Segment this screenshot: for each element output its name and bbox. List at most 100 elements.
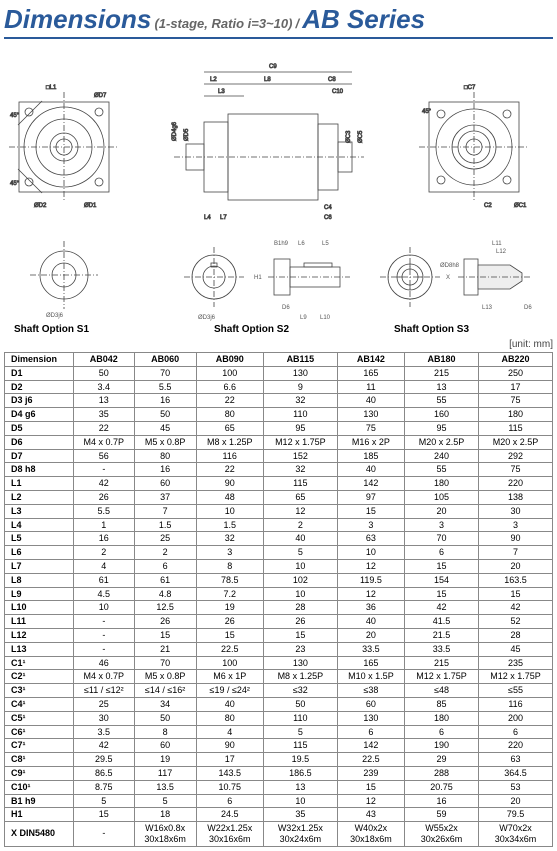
dimension-value-cell: 35: [74, 408, 135, 422]
dimension-value-cell: 63: [479, 753, 553, 767]
dimension-value-cell: ≤11 / ≤12²: [74, 684, 135, 698]
dimension-value-cell: M4 x 0.7P: [74, 435, 135, 449]
table-row: C9¹86.5117143.5186.5239288364.5: [5, 766, 553, 780]
dimension-drawings: □L1 ØD7 45° 45° ØD2 ØD1 C9 L2 L8: [4, 47, 553, 227]
dimension-value-cell: 29.5: [74, 753, 135, 767]
dimension-value-cell: 3.5: [74, 725, 135, 739]
dimension-value-cell: 15: [405, 559, 479, 573]
dimension-value-cell: 130: [263, 366, 337, 380]
dimension-label-cell: L1: [5, 477, 74, 491]
dimension-value-cell: 59: [405, 808, 479, 822]
svg-text:D6: D6: [524, 305, 532, 311]
dimension-value-cell: 70: [134, 366, 196, 380]
svg-text:L4: L4: [204, 215, 211, 221]
svg-text:L9: L9: [300, 315, 307, 321]
shaft-option-s3: L11 L12 ØD8h8 X L13 D6 Shaft Option S3: [374, 235, 554, 335]
dimension-value-cell: 3: [479, 518, 553, 532]
dimension-value-cell: 288: [405, 766, 479, 780]
dimension-value-cell: 6: [337, 725, 404, 739]
dimension-value-cell: 16: [134, 463, 196, 477]
dimension-label-cell: L11: [5, 615, 74, 629]
dimension-value-cell: 8.75: [74, 780, 135, 794]
dimension-value-cell: 18: [134, 808, 196, 822]
svg-text:ØC3: ØC3: [346, 130, 352, 143]
svg-text:C9: C9: [269, 64, 277, 70]
table-row: L13-2122.52333.533.545: [5, 642, 553, 656]
table-row: D15070100130165215250: [5, 366, 553, 380]
table-row: C10¹8.7513.510.75131520.7553: [5, 780, 553, 794]
dimension-value-cell: 46: [74, 656, 135, 670]
dimension-value-cell: 45: [479, 642, 553, 656]
dimension-value-cell: 16: [74, 532, 135, 546]
dimension-value-cell: 90: [196, 477, 263, 491]
dimension-value-cell: 2: [74, 546, 135, 560]
dimension-value-cell: 20: [337, 628, 404, 642]
dimension-value-cell: 5.5: [134, 380, 196, 394]
dimension-value-cell: 55: [405, 394, 479, 408]
svg-text:X: X: [446, 275, 450, 281]
dimension-value-cell: 2: [263, 518, 337, 532]
dimension-value-cell: 240: [405, 449, 479, 463]
dimension-label-cell: D5: [5, 421, 74, 435]
dimension-value-cell: 50: [263, 697, 337, 711]
svg-text:C10: C10: [332, 89, 344, 95]
dimension-label-cell: D6: [5, 435, 74, 449]
dimension-value-cell: 15: [479, 587, 553, 601]
shaft-options-row: ØD3j6 Shaft Option S1 B1h: [4, 235, 553, 335]
dimension-value-cell: -: [74, 822, 135, 847]
dimension-value-cell: 22: [74, 421, 135, 435]
dimension-label-cell: D3 j6: [5, 394, 74, 408]
dimension-label-cell: C8¹: [5, 753, 74, 767]
dimension-value-cell: 5: [263, 546, 337, 560]
table-row: D75680116152185240292: [5, 449, 553, 463]
dimension-value-cell: 32: [263, 394, 337, 408]
dimension-value-cell: 40: [196, 697, 263, 711]
dimension-value-cell: 165: [337, 366, 404, 380]
dimension-value-cell: 12: [337, 559, 404, 573]
svg-text:C2: C2: [484, 203, 492, 209]
svg-text:C4: C4: [324, 205, 332, 211]
dimension-value-cell: ≤48: [405, 684, 479, 698]
dimension-value-cell: 78.5: [196, 573, 263, 587]
dimension-table: DimensionAB042AB060AB090AB115AB142AB180A…: [4, 352, 553, 847]
table-row: D5224565957595115: [5, 421, 553, 435]
dimension-value-cell: 95: [263, 421, 337, 435]
table-row: C8¹29.5191719.522.52963: [5, 753, 553, 767]
dimension-value-cell: 12: [263, 504, 337, 518]
dimension-value-cell: 6: [405, 725, 479, 739]
dimension-value-cell: 65: [263, 490, 337, 504]
dimension-value-cell: 40: [337, 394, 404, 408]
dimension-value-cell: 61: [74, 573, 135, 587]
dimension-value-cell: 55: [405, 463, 479, 477]
dimension-value-cell: 22: [196, 394, 263, 408]
table-row: C1¹4670100130165215235: [5, 656, 553, 670]
dimension-value-cell: 3: [405, 518, 479, 532]
dimension-value-cell: 5.5: [74, 504, 135, 518]
dimension-value-cell: 6: [405, 546, 479, 560]
dimension-label-cell: C6¹: [5, 725, 74, 739]
dimension-value-cell: 15: [263, 628, 337, 642]
table-row: C6¹3.5845666: [5, 725, 553, 739]
dimension-value-cell: 24.5: [196, 808, 263, 822]
table-header-cell: AB220: [479, 353, 553, 367]
svg-text:□C7: □C7: [464, 85, 476, 91]
dimension-value-cell: 50: [74, 366, 135, 380]
dimension-value-cell: 10: [263, 794, 337, 808]
dimension-label-cell: L6: [5, 546, 74, 560]
table-row: H1151824.535435979.5: [5, 808, 553, 822]
dimension-value-cell: M20 x 2.5P: [479, 435, 553, 449]
dimension-value-cell: 200: [479, 711, 553, 725]
dimension-value-cell: 100: [196, 366, 263, 380]
dimension-value-cell: 1: [74, 518, 135, 532]
dimension-value-cell: 70: [134, 656, 196, 670]
dimension-value-cell: 190: [405, 739, 479, 753]
dimension-value-cell: 10: [337, 546, 404, 560]
dimension-value-cell: M20 x 2.5P: [405, 435, 479, 449]
dimension-value-cell: W55x2x30x26x6m: [405, 822, 479, 847]
dimension-value-cell: 36: [337, 601, 404, 615]
table-row: L35.571012152030: [5, 504, 553, 518]
table-row: D23.45.56.69111317: [5, 380, 553, 394]
dimension-value-cell: W16x0.8x30x18x6m: [134, 822, 196, 847]
svg-text:ØC5: ØC5: [358, 130, 364, 143]
dimension-value-cell: 130: [337, 711, 404, 725]
